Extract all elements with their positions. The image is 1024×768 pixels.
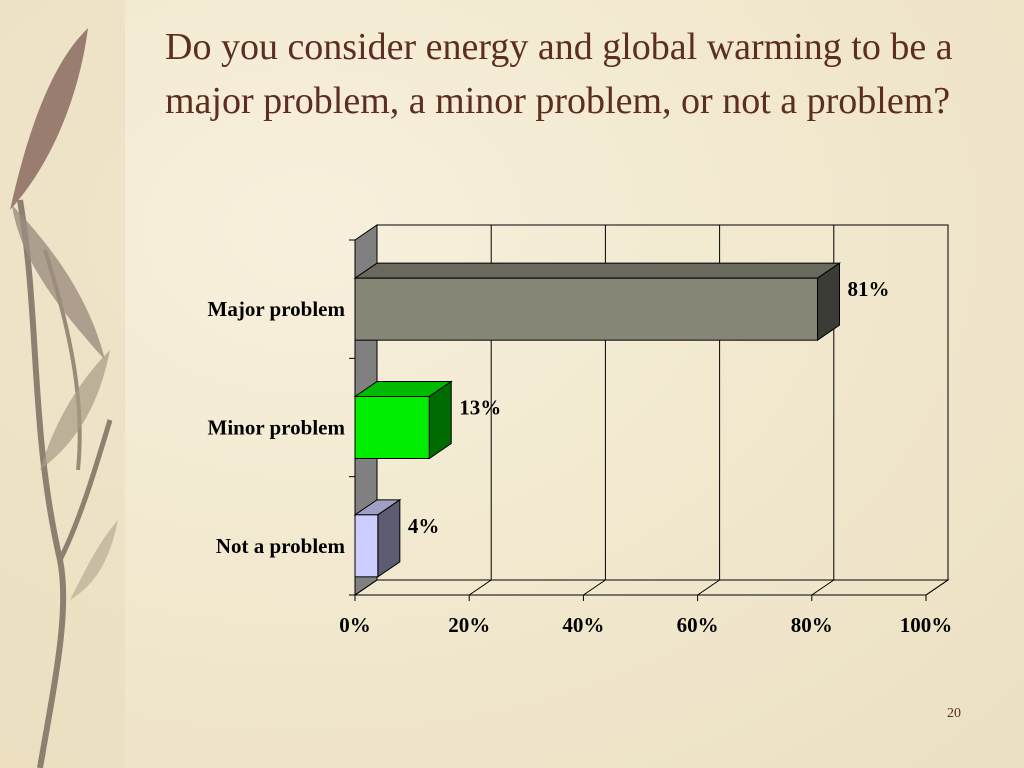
page-number: 20 bbox=[947, 706, 961, 721]
bar bbox=[354, 277, 819, 341]
category-label: Major problem bbox=[208, 297, 346, 321]
floor-gridline bbox=[811, 579, 835, 596]
data-label: 13% bbox=[459, 396, 501, 420]
x-tick-label: 80% bbox=[791, 613, 833, 637]
bar bbox=[354, 396, 430, 459]
chart-floor bbox=[353, 579, 950, 596]
x-tick-label: 0% bbox=[339, 613, 371, 637]
category-label: Minor problem bbox=[208, 416, 346, 440]
category-label: Not a problem bbox=[216, 534, 346, 558]
x-tick-label: 100% bbox=[900, 613, 953, 637]
x-tick-label: 40% bbox=[562, 613, 604, 637]
floor-gridline bbox=[583, 579, 606, 596]
floor-gridline bbox=[468, 579, 492, 596]
floor-gridline bbox=[925, 579, 949, 596]
leaf-branch-decoration bbox=[0, 0, 125, 768]
bar bbox=[354, 514, 379, 578]
x-tick-label: 20% bbox=[448, 613, 490, 637]
bar-top-face bbox=[353, 262, 842, 279]
data-label: 81% bbox=[848, 277, 890, 301]
data-label: 4% bbox=[408, 514, 440, 538]
x-tick-label: 60% bbox=[677, 613, 719, 637]
slide-title: Do you consider energy and global warmin… bbox=[165, 26, 953, 122]
floor-gridline bbox=[697, 579, 720, 596]
